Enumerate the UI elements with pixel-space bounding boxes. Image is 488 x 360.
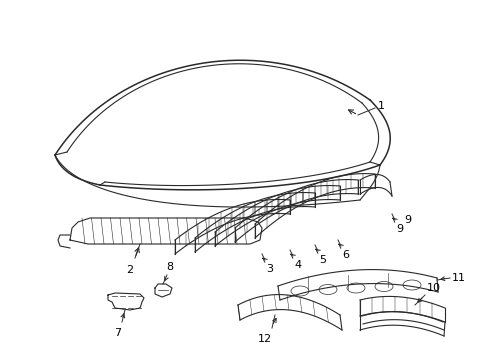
Text: 1: 1 (377, 101, 384, 111)
Text: 4: 4 (294, 260, 301, 270)
Text: 11: 11 (451, 273, 465, 283)
Text: 9: 9 (396, 224, 403, 234)
Text: 7: 7 (114, 328, 122, 338)
Text: 5: 5 (319, 255, 326, 265)
Text: 6: 6 (342, 250, 349, 260)
Text: 8: 8 (166, 262, 173, 272)
Text: 3: 3 (266, 264, 273, 274)
Text: 12: 12 (257, 334, 271, 344)
Text: 2: 2 (126, 265, 133, 275)
Text: 10: 10 (426, 283, 440, 293)
Text: 9: 9 (403, 215, 410, 225)
